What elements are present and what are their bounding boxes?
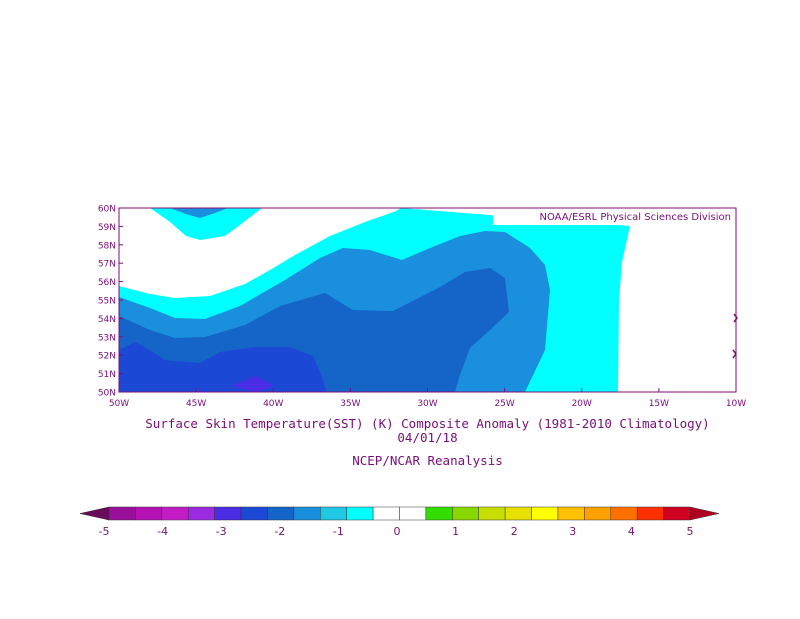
contour-plus-north [150, 208, 262, 240]
colorbar-tick-label: 3 [569, 525, 576, 538]
colorbar-segment [478, 506, 506, 521]
lon-tick-label: 20W [572, 399, 592, 409]
lat-tick-label: 51N [98, 370, 116, 380]
colorbar-segment [293, 506, 321, 521]
colorbar-segment [161, 506, 189, 521]
colorbar-segment [610, 506, 638, 521]
lon-tick-label: 10W [726, 399, 746, 409]
colorbar-segment [531, 506, 559, 521]
longitude-axis: 50W 45W 40W 35W 30W 25W 20W 15W 10W [109, 388, 746, 409]
contour-plus-north-inner [170, 208, 228, 218]
latitude-axis: 50N 51N 52N 53N 54N 55N 56N 57N 58N 59N 60N [98, 205, 123, 399]
colorbar-tick-label: 2 [511, 525, 518, 538]
lon-tick-label: 45W [186, 399, 206, 409]
colorbar: -5 -4 -3 -2 -1 0 1 2 3 4 5 [79, 506, 720, 538]
colorbar-segment [346, 506, 374, 521]
colorbar-segment [135, 506, 163, 521]
chart-source: NCEP/NCAR Reanalysis [352, 453, 503, 468]
lon-tick-label: 50W [109, 399, 129, 409]
lon-tick-label: 25W [494, 399, 514, 409]
lat-tick-label: 55N [98, 297, 116, 307]
chart-date: 04/01/18 [397, 430, 458, 445]
lat-tick-label: 59N [98, 223, 116, 233]
colorbar-tick-label: 5 [687, 525, 694, 538]
colorbar-segment [452, 506, 479, 521]
credit-box [493, 208, 735, 225]
colorbar-segment [372, 506, 400, 521]
colorbar-tick-label: 0 [394, 525, 401, 538]
lat-tick-label: 53N [98, 333, 116, 343]
colorbar-tick-label: -2 [274, 525, 285, 538]
colorbar-segment [187, 506, 215, 521]
colorbar-segment [214, 506, 242, 521]
colorbar-under-arrow [79, 506, 110, 521]
contour-minus-2-5 [232, 376, 275, 392]
lat-tick-label: 58N [98, 241, 116, 251]
lat-tick-label: 54N [98, 315, 116, 325]
colorbar-segment [425, 506, 453, 521]
colorbar-segment [663, 506, 691, 521]
lat-tick-label: 56N [98, 278, 116, 288]
lon-tick-label: 15W [649, 399, 669, 409]
colorbar-tick-label: -5 [99, 525, 110, 538]
colorbar-segment [504, 506, 532, 521]
colorbar-segment [108, 506, 136, 521]
colorbar-segment [240, 506, 268, 521]
colorbar-tick-label: -4 [157, 525, 168, 538]
lat-tick-label: 57N [98, 260, 116, 270]
colorbar-segment [584, 506, 612, 521]
colorbar-segment [267, 506, 295, 521]
colorbar-segment [557, 506, 585, 521]
colorbar-tick-label: -1 [333, 525, 344, 538]
lat-tick-label: 60N [98, 205, 116, 215]
contour-minus-2 [119, 342, 327, 392]
lon-tick-label: 40W [263, 399, 283, 409]
colorbar-segment [399, 506, 427, 521]
lon-tick-label: 30W [417, 399, 437, 409]
credit-label: NOAA/ESRL Physical Sciences Division [540, 212, 732, 223]
lon-tick-label: 35W [340, 399, 360, 409]
colorbar-tick-label: 4 [628, 525, 635, 538]
colorbar-segment [636, 506, 664, 521]
colorbar-over-arrow [689, 506, 720, 521]
lat-tick-label: 52N [98, 352, 116, 362]
colorbar-tick-label: 1 [452, 525, 459, 538]
chart-title: Surface Skin Temperature(SST) (K) Compos… [145, 416, 710, 431]
east-edge-marks [732, 313, 738, 359]
lat-tick-label: 50N [98, 389, 116, 399]
colorbar-tick-label: -3 [216, 525, 227, 538]
colorbar-segment [320, 506, 347, 521]
